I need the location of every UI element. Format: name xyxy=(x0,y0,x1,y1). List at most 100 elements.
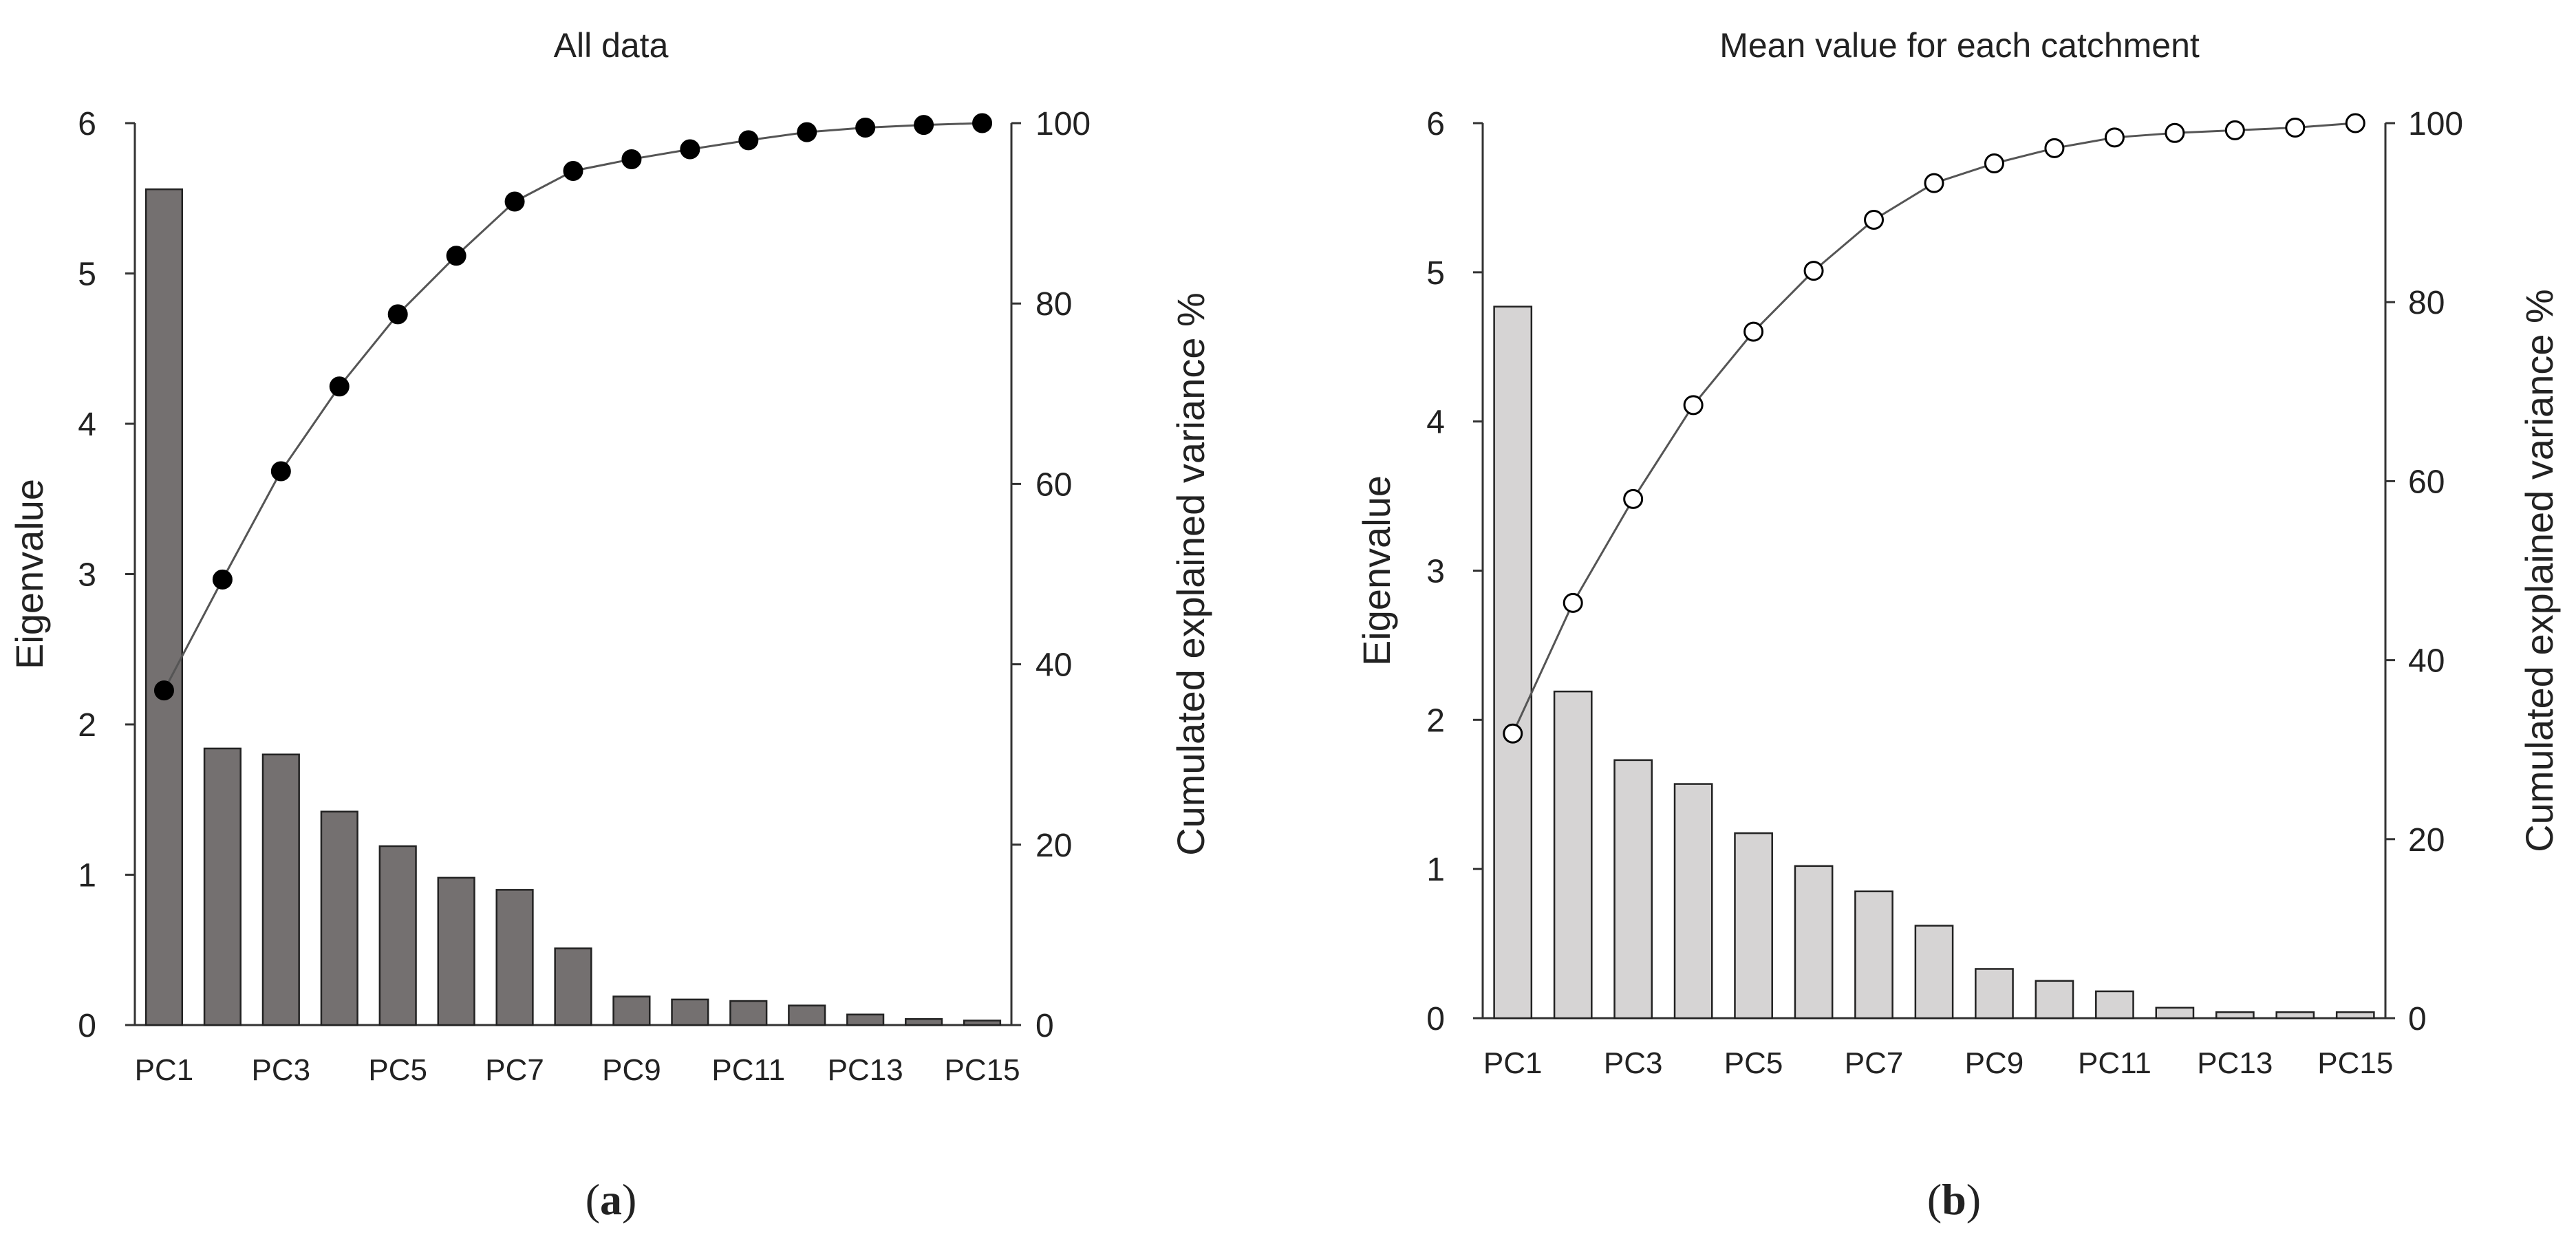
y2-tick-label: 0 xyxy=(2408,1001,2427,1037)
x-tick-label: PC11 xyxy=(711,1053,785,1087)
cumulative-point-pc4 xyxy=(1683,395,1704,416)
cumulative-point-pc14 xyxy=(914,115,934,136)
y-tick-label: 4 xyxy=(78,407,96,443)
cumulative-point-pc1 xyxy=(1503,723,1523,744)
bar-pc7 xyxy=(495,889,534,1026)
y2-tick-label: 20 xyxy=(2408,822,2445,859)
bar-pc1 xyxy=(144,188,184,1026)
x-tick-label: PC5 xyxy=(1724,1046,1783,1080)
bar-pc2 xyxy=(203,747,242,1026)
cumulative-variance-line xyxy=(163,122,983,691)
cumulative-point-pc8 xyxy=(563,160,583,181)
cumulative-point-pc15 xyxy=(972,113,993,133)
bar-pc1 xyxy=(1493,305,1533,1020)
cumulative-point-pc6 xyxy=(446,246,466,266)
panel-caption: (a) xyxy=(586,1175,637,1224)
bar-pc15 xyxy=(2335,1011,2375,1020)
y-tick-label: 3 xyxy=(78,557,96,594)
y-tick-label: 5 xyxy=(78,257,96,293)
cumulative-point-pc10 xyxy=(2044,138,2065,158)
chart-title: Mean value for each catchment xyxy=(1719,26,2200,65)
bar-pc6 xyxy=(1794,865,1834,1020)
y2-tick-label: 100 xyxy=(2408,106,2463,142)
bar-pc13 xyxy=(846,1013,885,1026)
bar-pc3 xyxy=(1613,759,1653,1020)
cumulative-point-pc1 xyxy=(153,680,174,701)
y2-tick-label: 20 xyxy=(1035,828,1072,864)
bar-pc9 xyxy=(612,995,651,1026)
bar-pc12 xyxy=(788,1004,826,1026)
y2-tick-label: 60 xyxy=(1035,466,1072,503)
bar-pc14 xyxy=(905,1018,943,1026)
cumulative-point-pc2 xyxy=(1563,592,1583,613)
cumulative-point-pc3 xyxy=(270,461,291,482)
y2-tick-label: 80 xyxy=(2408,285,2445,321)
cumulative-point-pc10 xyxy=(680,139,700,160)
x-tick-label: PC3 xyxy=(1604,1046,1663,1080)
bar-pc4 xyxy=(1673,783,1713,1020)
bar-pc8 xyxy=(554,947,592,1026)
x-tick-label: PC11 xyxy=(2078,1046,2151,1080)
y-tick-label: 6 xyxy=(78,106,96,142)
y-tick-label: 2 xyxy=(1426,702,1445,739)
y2-tick-label: 40 xyxy=(2408,643,2445,680)
cumulative-point-pc14 xyxy=(2285,118,2306,138)
bar-pc12 xyxy=(2155,1006,2195,1020)
cumulative-point-pc8 xyxy=(1924,173,1944,193)
bar-pc11 xyxy=(2095,990,2134,1020)
bar-pc13 xyxy=(2215,1011,2255,1020)
bar-pc10 xyxy=(671,998,709,1026)
x-tick-label: PC15 xyxy=(2317,1046,2393,1080)
y-tick-label: 1 xyxy=(78,858,96,894)
cumulative-point-pc2 xyxy=(212,569,233,590)
bar-pc5 xyxy=(378,845,417,1026)
cumulative-point-pc7 xyxy=(1864,210,1885,230)
bar-pc3 xyxy=(261,753,300,1026)
y2-tick-label: 100 xyxy=(1035,106,1091,142)
y2-tick-label: 0 xyxy=(1035,1008,1054,1044)
cumulative-point-pc13 xyxy=(2224,120,2245,140)
bar-pc7 xyxy=(1854,890,1893,1020)
y2-tick-label: 60 xyxy=(2408,464,2445,500)
cumulative-point-pc11 xyxy=(2104,127,2125,148)
cumulative-point-pc7 xyxy=(504,191,525,212)
chart-panel-b: Mean value for each catchment01234560204… xyxy=(1355,26,2561,1224)
bar-pc15 xyxy=(963,1020,1002,1026)
cumulative-point-pc9 xyxy=(621,149,642,169)
y-tick-label: 1 xyxy=(1426,852,1445,888)
bar-pc10 xyxy=(2035,980,2074,1020)
y-tick-label: 5 xyxy=(1426,255,1445,292)
x-tick-label: PC7 xyxy=(1845,1046,1904,1080)
cumulative-point-pc13 xyxy=(855,118,876,138)
y-axis-label: Eigenvalue xyxy=(1355,475,1398,666)
cumulative-point-pc12 xyxy=(2165,122,2185,143)
bar-pc9 xyxy=(1975,968,2014,1020)
x-tick-label: PC9 xyxy=(1965,1046,2024,1080)
cumulative-point-pc4 xyxy=(329,376,350,397)
y-tick-label: 3 xyxy=(1426,554,1445,590)
y-axis-label: Eigenvalue xyxy=(8,479,51,669)
y-tick-label: 6 xyxy=(1426,106,1445,142)
y-tick-label: 2 xyxy=(78,707,96,744)
cumulative-point-pc9 xyxy=(1984,153,2004,174)
x-tick-label: PC1 xyxy=(1483,1046,1543,1080)
bar-pc6 xyxy=(437,876,475,1026)
cumulative-point-pc3 xyxy=(1623,488,1644,509)
cumulative-point-pc12 xyxy=(797,122,817,142)
y-tick-label: 0 xyxy=(1426,1001,1445,1037)
bar-pc11 xyxy=(729,1000,768,1026)
y2-axis-label: Cumulated explained variance % xyxy=(1169,292,1212,856)
y-tick-label: 0 xyxy=(78,1008,96,1044)
bar-pc14 xyxy=(2275,1011,2315,1020)
cumulative-point-pc5 xyxy=(1743,321,1764,342)
y2-tick-label: 40 xyxy=(1035,647,1072,684)
bar-pc4 xyxy=(320,810,358,1026)
x-tick-label: PC9 xyxy=(602,1053,661,1087)
y-tick-label: 4 xyxy=(1426,405,1445,441)
cumulative-point-pc11 xyxy=(738,130,759,151)
x-tick-label: PC13 xyxy=(2197,1046,2273,1080)
y2-tick-label: 80 xyxy=(1035,286,1072,323)
